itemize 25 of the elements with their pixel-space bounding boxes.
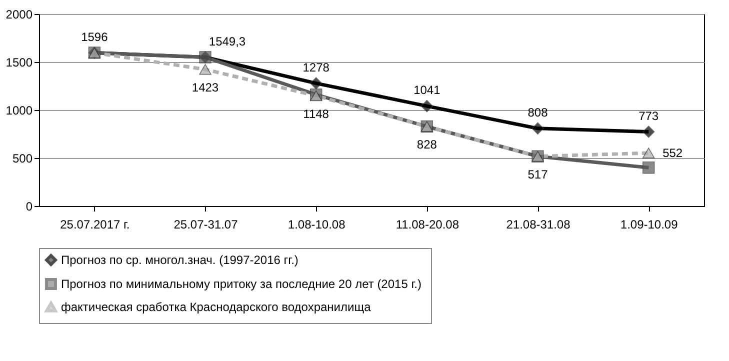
data-label: 1278 bbox=[302, 60, 330, 74]
data-label: 773 bbox=[638, 108, 659, 123]
data-label: 1148 bbox=[303, 106, 330, 121]
data-label: 1549,3 bbox=[208, 34, 246, 48]
legend-label: фактическая сработка Краснодарского водохранилища bbox=[61, 300, 372, 314]
x-tick-label: 1.08-10.08 bbox=[288, 218, 346, 232]
legend-label: Прогноз по минимальному притоку за последние 20 лет (2015 г.) bbox=[61, 277, 422, 291]
x-tick-label: 1.09-10.09 bbox=[620, 218, 678, 232]
data-label: 1423 bbox=[192, 80, 219, 94]
data-label: 552 bbox=[662, 146, 683, 160]
x-tick-label: 25.07.2017 г. bbox=[60, 218, 130, 232]
y-tick-label: 0 bbox=[26, 200, 33, 214]
y-tick-label: 1000 bbox=[6, 104, 33, 118]
legend-label: Прогноз по ср. многол.знач. (1997-2016 гг.) bbox=[61, 253, 298, 267]
data-label: 1041 bbox=[414, 83, 441, 98]
y-tick-label: 2000 bbox=[6, 8, 33, 22]
y-tick-label: 1500 bbox=[6, 56, 33, 70]
x-tick-label: 21.08-31.08 bbox=[506, 218, 571, 232]
y-tick-label: 500 bbox=[12, 152, 33, 166]
data-label: 1596 bbox=[81, 30, 108, 44]
x-tick-label: 25.07-31.07 bbox=[174, 218, 238, 232]
data-label: 828 bbox=[416, 138, 438, 152]
data-label: 808 bbox=[528, 105, 548, 120]
x-tick-label: 11.08-20.08 bbox=[396, 218, 460, 232]
data-label: 517 bbox=[528, 167, 548, 182]
